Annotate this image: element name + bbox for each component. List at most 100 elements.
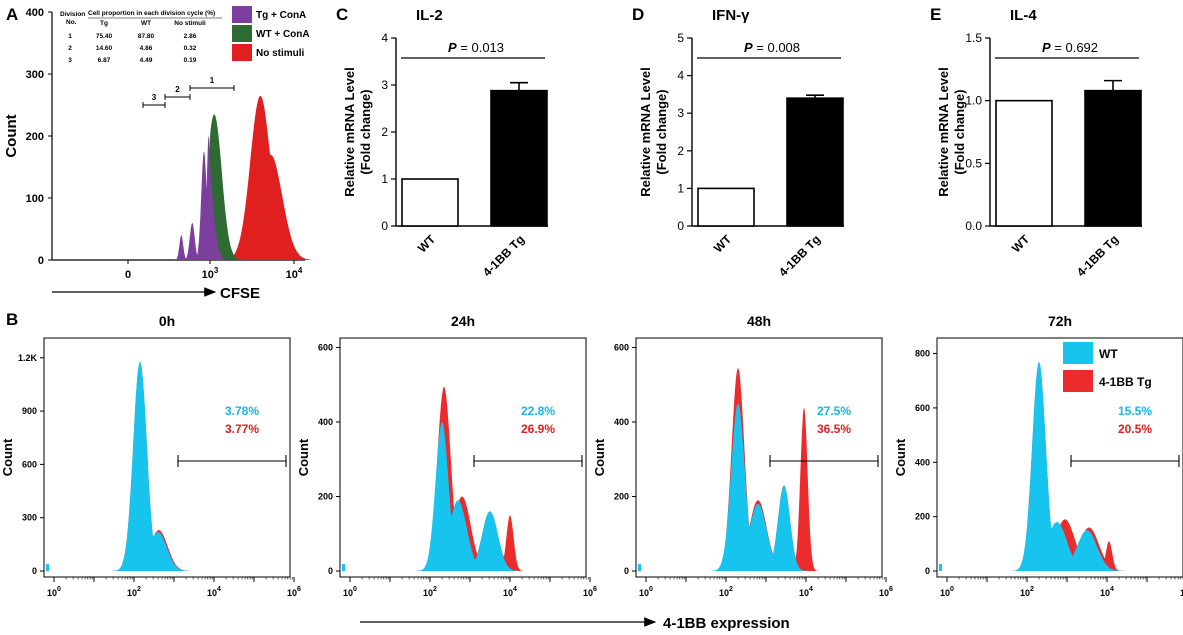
y-axis-label: Count xyxy=(0,438,15,476)
x-tick-label: 100 xyxy=(940,586,954,598)
y-tick-label: 400 xyxy=(614,417,629,427)
chart-title: 24h xyxy=(451,313,475,329)
table-head-nostim: No stimuli xyxy=(174,20,206,27)
histogram-wt xyxy=(330,422,598,571)
bar-wt xyxy=(697,187,755,227)
y-tick-label: 1 xyxy=(381,172,388,186)
table-cell: 14.60 xyxy=(96,45,113,52)
y-axis-label: (Fold change) xyxy=(358,89,373,174)
x-tick-label: 100 xyxy=(47,586,61,598)
table-cell: 2.86 xyxy=(184,33,197,40)
table-cell: 0.19 xyxy=(184,57,197,64)
table-cell: 87.80 xyxy=(138,33,155,40)
legend-label: Tg + ConA xyxy=(256,10,306,21)
y-axis-label: Relative mRNA Level xyxy=(638,67,653,197)
legend-label: 4-1BB Tg xyxy=(1099,375,1152,389)
table-title: Cell proportion in each division cycle (… xyxy=(88,10,215,17)
x-tick-label: 103 xyxy=(202,266,219,281)
table-head-tg: Tg xyxy=(100,20,108,27)
bar-4-1bb-tg xyxy=(786,97,844,227)
x-tick-label: 106 xyxy=(287,586,301,598)
chart-title: IL-2 xyxy=(416,7,443,24)
legend-swatch xyxy=(232,44,252,61)
table-head-division: Division xyxy=(60,11,85,18)
x-tick-label: 102 xyxy=(423,586,437,598)
y-axis-label: Relative mRNA Level xyxy=(342,67,357,197)
left-edge-events xyxy=(46,564,49,571)
chart-title: IL-4 xyxy=(1010,7,1037,24)
chart-title: 0h xyxy=(159,313,175,329)
panel-a: A 0 100 200 300 400 0 103 104 Count Tg + ConA WT + … xyxy=(3,5,311,281)
left-edge-events xyxy=(939,564,942,571)
x-tick-label: 106 xyxy=(583,586,597,598)
panel-b-48h: 48h 0 200 400 600 100 102 104 106 Count 27.5% 36.5% xyxy=(592,313,894,598)
histogram-wt xyxy=(927,362,1183,571)
x-category-label: 4-1BB Tg xyxy=(776,232,823,279)
table-cell: 0.32 xyxy=(184,45,197,52)
y-axis-label: Count xyxy=(3,114,20,157)
panel-letter-c: C xyxy=(336,5,348,24)
plot-frame xyxy=(936,337,1183,578)
y-tick-label: 4 xyxy=(677,69,684,83)
y-tick-label: 4 xyxy=(381,31,388,45)
x-tick-label: 100 xyxy=(639,586,653,598)
x-tick-label: 100 xyxy=(343,586,357,598)
y-tick-label: 0 xyxy=(328,566,333,576)
y-tick-label: 400 xyxy=(915,457,930,467)
left-edge-events xyxy=(638,564,641,571)
y-tick-label: 100 xyxy=(26,193,44,205)
legend-swatch xyxy=(1063,342,1093,364)
table-cell: 6.87 xyxy=(98,57,111,64)
y-axis-label: Relative mRNA Level xyxy=(936,67,951,197)
legend-label: No stimuli xyxy=(256,48,305,59)
chart-title: 48h xyxy=(747,313,771,329)
y-tick-label: 200 xyxy=(614,491,629,501)
legend-label: WT + ConA xyxy=(256,29,310,40)
plot-frame xyxy=(43,337,291,578)
percent-wt: 3.78% xyxy=(225,404,259,418)
y-tick-label: 800 xyxy=(915,349,930,359)
y-tick-label: 0.0 xyxy=(965,219,982,233)
x-category-label: WT xyxy=(711,232,735,256)
percent-wt: 27.5% xyxy=(817,404,851,418)
percent-wt: 15.5% xyxy=(1118,404,1152,418)
x-tick-label: 104 xyxy=(1100,586,1114,598)
table-cell: 4.49 xyxy=(140,57,153,64)
y-tick-label: 1.2K xyxy=(18,353,38,363)
x-tick-label: 106 xyxy=(1180,586,1183,598)
y-axis-label: Count xyxy=(893,438,908,476)
y-tick-label: 0.5 xyxy=(965,156,982,170)
x-category-label: 4-1BB Tg xyxy=(1074,232,1121,279)
y-tick-label: 1.5 xyxy=(965,31,982,45)
panel-d: D IFN-γ 0 1 2 3 4 5 WT 4-1BB Tg P = 0.008 Relative … xyxy=(632,5,844,279)
x-tick-label: 0 xyxy=(125,269,131,281)
y-tick-label: 3 xyxy=(677,106,684,120)
bar-4-1bb-tg xyxy=(490,89,548,227)
percent-tg: 3.77% xyxy=(225,422,259,436)
left-edge-events xyxy=(342,564,345,571)
legend-swatch xyxy=(232,6,252,23)
table-cell: 3 xyxy=(68,57,72,64)
y-tick-label: 0 xyxy=(381,219,388,233)
y-tick-label: 5 xyxy=(677,31,684,45)
percent-tg: 36.5% xyxy=(817,422,851,436)
chart-title: 72h xyxy=(1048,313,1072,329)
y-tick-label: 1.0 xyxy=(965,94,982,108)
y-tick-label: 0 xyxy=(38,255,44,267)
histogram-no-stimuli xyxy=(171,95,311,260)
x-tick-label: 102 xyxy=(719,586,733,598)
gate-label: 2 xyxy=(175,85,180,94)
y-tick-label: 200 xyxy=(26,131,44,143)
y-tick-label: 300 xyxy=(22,513,37,523)
bar-4-1bb-tg xyxy=(1084,89,1142,227)
percent-tg: 26.9% xyxy=(521,422,555,436)
y-tick-label: 0 xyxy=(677,219,684,233)
cfse-label: CFSE xyxy=(220,285,260,302)
x-tick-label: 104 xyxy=(286,266,303,281)
chart-title: IFN-γ xyxy=(712,7,750,24)
legend-label: WT xyxy=(1099,347,1118,361)
table-cell: 75.40 xyxy=(96,33,113,40)
y-tick-label: 600 xyxy=(318,342,333,352)
x-tick-label: 104 xyxy=(503,586,517,598)
y-tick-label: 300 xyxy=(26,69,44,81)
